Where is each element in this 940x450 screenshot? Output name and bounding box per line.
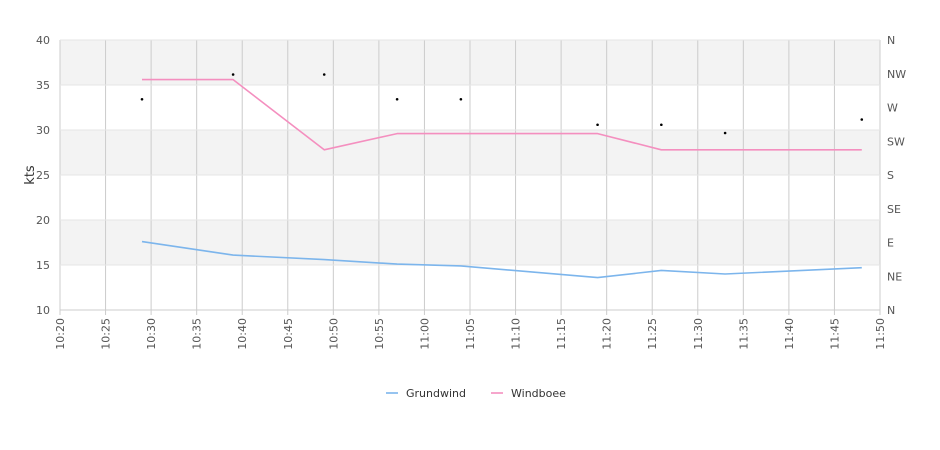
y-axis-label: kts [23, 165, 38, 185]
y-gridlines [60, 39, 880, 311]
x-tick-label: 10:35 [191, 318, 204, 350]
y2-tick-label: E [887, 237, 894, 250]
series-line-windboee [142, 78, 862, 151]
y-tick-label: 20 [36, 214, 50, 227]
y-axis-ticks: 10 15 20 25 30 35 40 [36, 34, 50, 317]
direction-point [860, 118, 864, 121]
direction-point [459, 97, 463, 101]
y-tick-label: 30 [36, 124, 50, 137]
y-tick-label: 15 [36, 259, 50, 272]
direction-point [140, 97, 144, 101]
direction-point [596, 123, 599, 127]
x-tick-label: 11:50 [874, 318, 887, 350]
x-tick-label: 11:40 [783, 318, 796, 350]
x-tick-label: 10:40 [236, 318, 249, 350]
direction-point [723, 131, 727, 135]
x-tick-label: 10:45 [282, 318, 295, 350]
y2-tick-label: S [887, 169, 894, 182]
x-tick-label: 11:35 [737, 318, 750, 350]
direction-point [322, 73, 326, 76]
x-axis-ticks: 10:20 10:25 10:30 10:35 10:40 10:45 10:50 10:55… [54, 318, 887, 350]
y-tick-label: 35 [36, 79, 50, 92]
x-tick-label: 10:25 [100, 318, 113, 350]
x-tick-label: 10:30 [145, 318, 158, 350]
x-tick-label: 11:45 [828, 318, 841, 350]
y-tick-label: 10 [36, 304, 50, 317]
x-tick-label: 11:05 [464, 318, 477, 350]
y2-tick-label: NE [887, 270, 902, 283]
direction-point [660, 123, 663, 127]
legend-label[interactable]: Windboee [511, 387, 566, 400]
x-tick-label: 11:20 [601, 318, 614, 350]
series-lines [141, 78, 862, 279]
x-tick-label: 11:30 [692, 318, 705, 350]
y2-tick-label: N [887, 34, 895, 47]
x-tick-label: 11:15 [555, 318, 568, 350]
direction-points [140, 73, 864, 135]
y2-tick-label: SE [887, 203, 901, 216]
y-tick-label: 40 [36, 34, 50, 47]
x-tick-label: 10:20 [54, 318, 67, 350]
direction-point [395, 97, 399, 101]
x-tick-label: 11:25 [646, 318, 659, 350]
y2-axis-ticks: N NE E SE S SW W NW N [887, 34, 906, 317]
direction-point [231, 73, 235, 76]
series-line-grundwind [141, 240, 862, 279]
y2-tick-label: NW [887, 68, 906, 81]
y2-tick-label: W [887, 102, 898, 115]
x-tick-label: 10:55 [373, 318, 386, 350]
x-tick-label: 11:10 [510, 318, 523, 350]
legend-label[interactable]: Grundwind [406, 387, 466, 400]
y-tick-label: 25 [36, 169, 50, 182]
x-tick-label: 10:50 [327, 318, 340, 350]
legend: Grundwind Windboee [386, 387, 566, 400]
x-tick-label: 11:00 [418, 318, 431, 350]
y2-tick-label: N [887, 304, 895, 317]
y2-tick-label: SW [887, 135, 905, 148]
